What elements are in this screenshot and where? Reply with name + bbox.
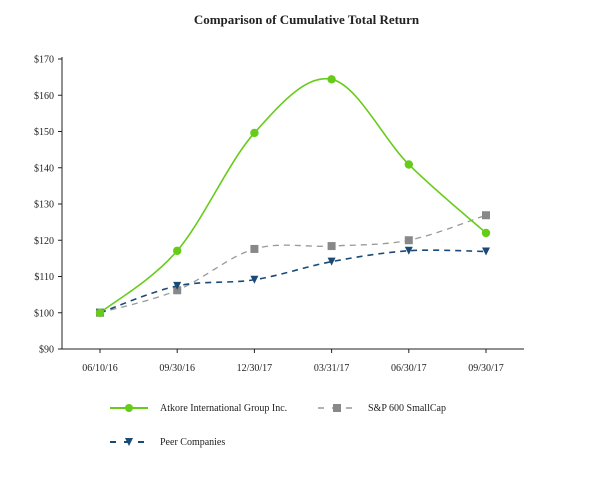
data-point [482, 247, 490, 256]
y-tick-label: $110 [34, 272, 54, 283]
y-tick-label: $160 [34, 91, 54, 102]
data-point [404, 160, 413, 169]
data-point [250, 244, 259, 253]
x-tick-label: 06/10/16 [82, 363, 118, 374]
x-tick-label: 12/30/17 [237, 363, 273, 374]
series-line-square [99, 214, 487, 314]
series-line-circle [99, 77, 487, 314]
data-point [173, 281, 182, 290]
y-tick-label: $100 [34, 308, 54, 319]
data-point [250, 275, 259, 284]
chart-title: Comparison of Cumulative Total Return [193, 12, 420, 27]
y-tick-label: $150 [34, 127, 54, 138]
legend-item-peer: Peer Companies [108, 436, 225, 448]
y-tick-label: $140 [34, 163, 54, 174]
y-tick-label: $170 [34, 55, 54, 66]
y-tick-label: $90 [39, 345, 54, 356]
data-point [482, 211, 490, 220]
legend-item-atkore: Atkore International Group Inc. [108, 402, 287, 414]
legend-label: Atkore International Group Inc. [160, 402, 288, 414]
x-tick-label: 09/30/16 [159, 363, 195, 374]
data-point [404, 246, 413, 255]
x-tick-label: 06/30/17 [391, 363, 427, 374]
series-line-triangle-down [99, 249, 487, 314]
data-point [404, 236, 413, 245]
data-point [481, 228, 491, 238]
data-point [250, 128, 259, 138]
x-tick-label: 03/31/17 [314, 363, 350, 374]
legend-marker-circle-icon [110, 404, 148, 412]
legend-label: Peer Companies [160, 436, 226, 448]
data-point [327, 242, 336, 251]
data-point [173, 246, 182, 255]
legend-label: S&P 600 SmallCap [368, 402, 446, 414]
y-tick-label: $120 [34, 236, 54, 247]
data-point [95, 308, 105, 317]
legend-marker-triangle-icon [110, 438, 148, 446]
y-tick-label: $130 [34, 200, 54, 211]
legend-marker-square-icon [318, 404, 356, 412]
data-point [327, 257, 336, 266]
legend-item-sp600: S&P 600 SmallCap [316, 402, 446, 414]
data-point [173, 286, 182, 295]
data-point [327, 75, 336, 84]
x-tick-label: 09/30/17 [468, 363, 504, 374]
